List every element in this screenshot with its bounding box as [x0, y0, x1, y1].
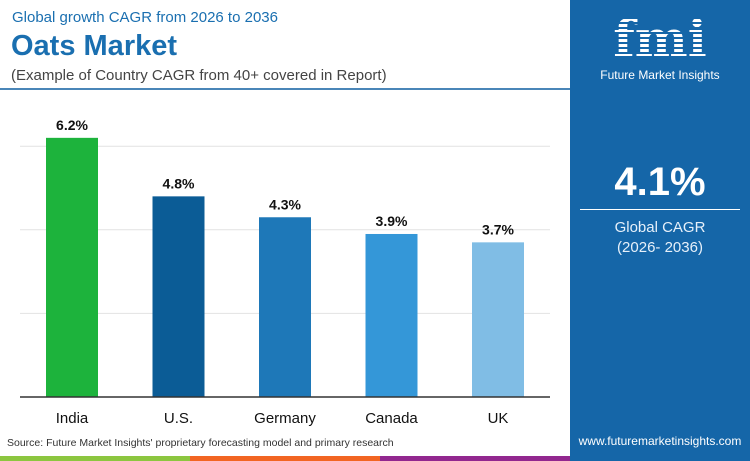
data-label: 4.8% [163, 175, 195, 191]
chart-subtitle: Global growth CAGR from 2026 to 2036 [12, 9, 278, 26]
bar-germany [259, 217, 311, 397]
data-label: 3.9% [376, 213, 408, 229]
divider [0, 88, 570, 90]
chart-title: Oats Market [11, 30, 178, 62]
panel-divider [580, 209, 740, 210]
bar-us [152, 196, 205, 397]
category-label: U.S. [164, 410, 193, 427]
bar-india [46, 137, 98, 397]
fmi-logo: fmi [598, 14, 722, 64]
bar-canada [365, 233, 418, 397]
strip-green [0, 456, 190, 461]
data-label: 3.7% [482, 221, 514, 237]
cagr-period: (2026- 2036) [617, 239, 703, 256]
website-link[interactable]: www.futuremarketinsights.com [578, 434, 742, 448]
category-label: India [56, 410, 89, 427]
data-label: 4.3% [269, 196, 301, 212]
global-cagr-label: Global CAGR (2026- 2036) [570, 218, 750, 258]
global-cagr-value: 4.1% [614, 160, 706, 204]
source-text: Source: Future Market Insights' propriet… [7, 437, 394, 449]
data-label: 6.2% [56, 117, 88, 133]
bar-chart: 6.2% India 4.8% U.S. 4.3% Germany 3.9% Canada 3.… [20, 117, 550, 427]
brand-name: Future Market Insights [600, 68, 720, 82]
side-panel: fmi Future Market Insights 4.1% Global C… [570, 0, 750, 461]
category-label: UK [488, 410, 509, 427]
strip-orange [190, 456, 380, 461]
strip-purple [380, 456, 570, 461]
category-label: Germany [254, 410, 316, 427]
cagr-label: Global CAGR [614, 219, 706, 236]
chart-note: (Example of Country CAGR from 40+ covere… [11, 67, 387, 84]
bar-uk [472, 242, 524, 397]
category-label: Canada [365, 410, 418, 427]
